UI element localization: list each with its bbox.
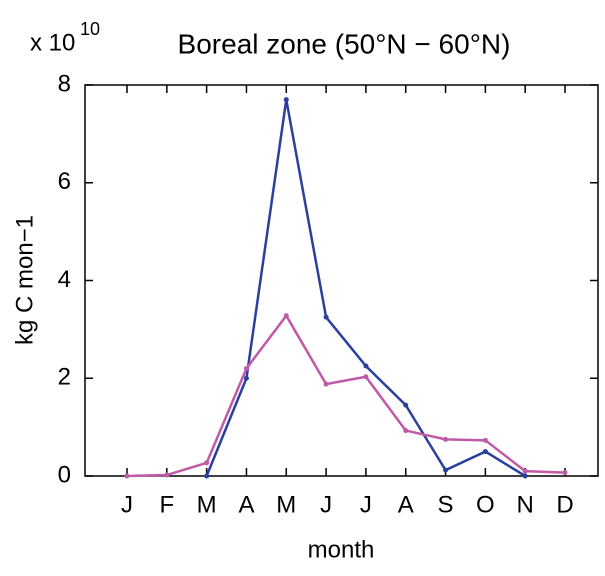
y-axis-label: kg C mon−1 bbox=[11, 215, 38, 345]
y-tick-label: 6 bbox=[58, 168, 71, 195]
point bbox=[363, 374, 369, 380]
x-axis-label: month bbox=[308, 536, 375, 563]
x-tick-label: N bbox=[517, 491, 534, 518]
y-tick-label: 0 bbox=[58, 461, 71, 488]
point bbox=[164, 472, 170, 478]
point bbox=[283, 97, 289, 103]
x-tick-label: J bbox=[360, 491, 372, 518]
multiplier-exponent: 10 bbox=[80, 19, 100, 39]
series-line bbox=[126, 313, 566, 478]
x-tick-label: D bbox=[556, 491, 573, 518]
x-tick-label: A bbox=[238, 491, 254, 518]
x-tick-label: S bbox=[438, 491, 454, 518]
multiplier-base: x 10 bbox=[30, 29, 75, 56]
point bbox=[363, 363, 369, 369]
point bbox=[323, 381, 329, 387]
chart-title: Boreal zone (50°N − 60°N) bbox=[178, 28, 511, 59]
x-tick-label: M bbox=[276, 491, 296, 518]
point bbox=[243, 365, 249, 371]
series-line bbox=[205, 99, 526, 478]
y-tick-label: 2 bbox=[58, 364, 71, 391]
point bbox=[522, 473, 528, 479]
point bbox=[243, 375, 249, 381]
y-tick-label: 4 bbox=[58, 266, 71, 293]
point bbox=[204, 473, 210, 479]
x-tick-label: A bbox=[398, 491, 414, 518]
x-tick-label: M bbox=[197, 491, 217, 518]
point bbox=[443, 436, 449, 442]
x-tick-label: J bbox=[320, 491, 332, 518]
x-tick-label: F bbox=[159, 491, 174, 518]
point bbox=[482, 437, 488, 443]
point bbox=[482, 449, 488, 455]
x-tick-label: O bbox=[476, 491, 495, 518]
point bbox=[443, 467, 449, 473]
point bbox=[323, 314, 329, 320]
x-tick-label: J bbox=[121, 491, 133, 518]
point bbox=[562, 470, 568, 476]
point bbox=[522, 468, 528, 474]
point bbox=[403, 402, 409, 408]
point bbox=[403, 428, 409, 434]
y-tick-label: 8 bbox=[58, 70, 71, 97]
point bbox=[204, 460, 210, 466]
point bbox=[283, 313, 289, 319]
plot-frame bbox=[84, 84, 599, 477]
point bbox=[124, 473, 130, 479]
